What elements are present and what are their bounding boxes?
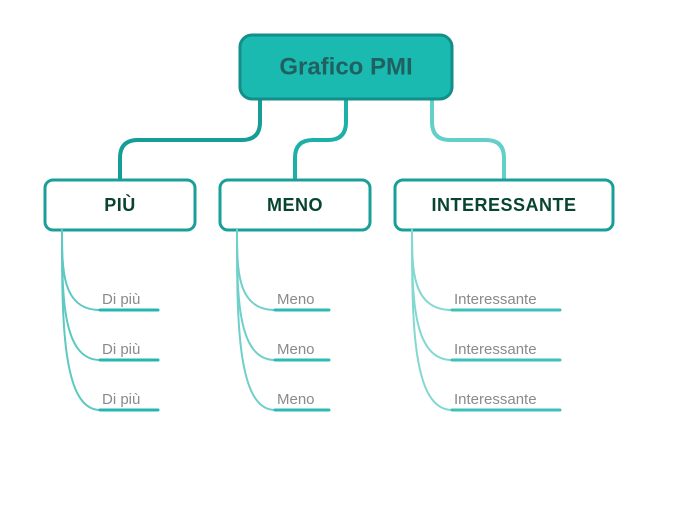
branch-label-meno: MENO: [267, 195, 323, 215]
leaf-label-piu-1: Di più: [102, 341, 140, 358]
leaf-label-meno-0: Meno: [277, 291, 315, 308]
branch-label-interessante: INTERESSANTE: [431, 195, 576, 215]
connector-piu-leaf-0: [62, 230, 100, 310]
connector-root-meno: [295, 99, 346, 180]
connector-root-piu: [120, 99, 260, 180]
mindmap-diagram: Grafico PMI PIÙ Di più Di più Di più MENO Meno…: [0, 0, 697, 520]
leaf-label-interessante-1: Interessante: [454, 341, 537, 358]
leaf-label-meno-1: Meno: [277, 341, 315, 358]
leaf-label-piu-0: Di più: [102, 291, 140, 308]
leaf-label-piu-2: Di più: [102, 391, 140, 408]
connector-root-interessante: [432, 99, 504, 180]
root-label: Grafico PMI: [279, 53, 412, 80]
connector-interessante-leaf-1: [412, 230, 452, 360]
connector-piu-leaf-1: [62, 230, 100, 360]
leaf-label-interessante-2: Interessante: [454, 391, 537, 408]
leaf-label-meno-2: Meno: [277, 391, 315, 408]
leaf-label-interessante-0: Interessante: [454, 291, 537, 308]
branch-label-piu: PIÙ: [104, 194, 136, 215]
connector-meno-leaf-0: [237, 230, 275, 310]
connector-meno-leaf-1: [237, 230, 275, 360]
connector-interessante-leaf-0: [412, 230, 452, 310]
